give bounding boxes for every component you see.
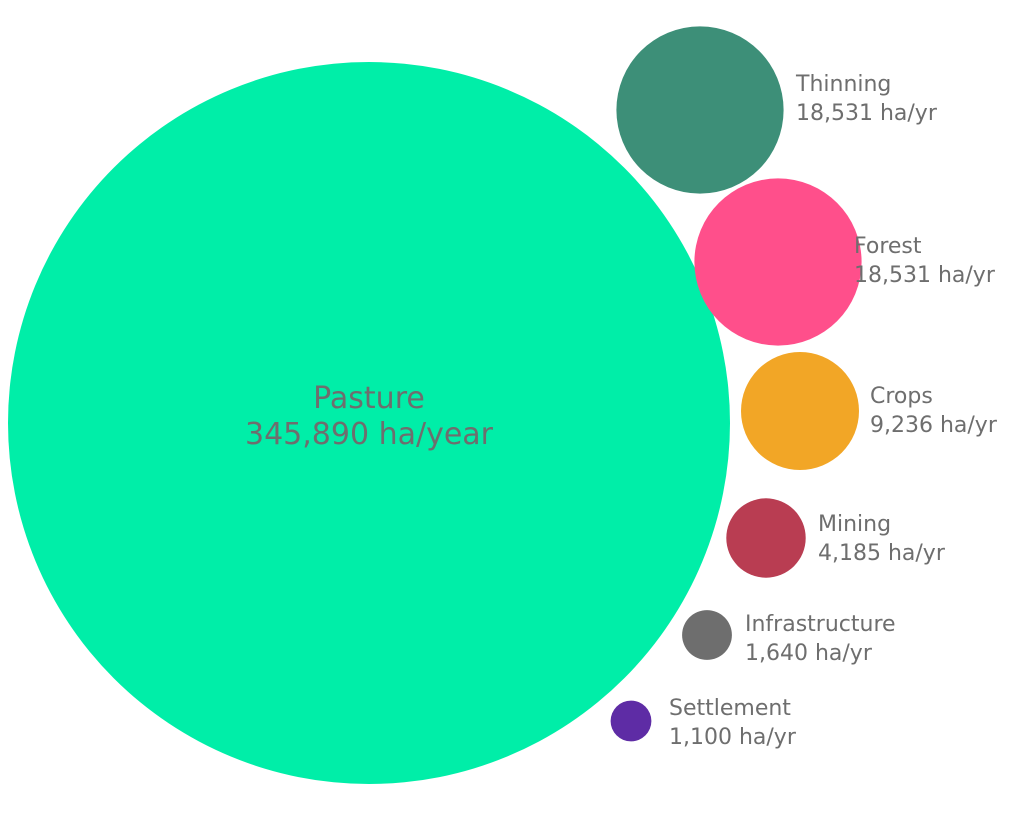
bubble-value-infrastructure: 1,640 ha/yr (745, 641, 873, 666)
bubble-circle-pasture (8, 62, 730, 784)
bubble-name-forest: Forest (854, 234, 922, 259)
bubble-value-pasture: 345,890 ha/year (245, 417, 494, 452)
bubble-value-crops: 9,236 ha/yr (870, 413, 998, 438)
bubble-value-forest: 18,531 ha/yr (854, 263, 996, 288)
bubble-crops: Crops 9,236 ha/yr (741, 352, 998, 470)
bubble-circle-settlement (610, 700, 652, 742)
bubble-name-settlement: Settlement (669, 696, 791, 721)
bubble-name-infrastructure: Infrastructure (745, 612, 896, 637)
bubble-name-mining: Mining (818, 512, 891, 537)
bubble-circle-mining (726, 498, 806, 578)
bubble-circle-crops (741, 352, 859, 470)
bubble-value-mining: 4,185 ha/yr (818, 541, 946, 566)
bubble-name-crops: Crops (870, 384, 933, 409)
bubble-circle-infrastructure (682, 610, 732, 660)
bubble-mining: Mining 4,185 ha/yr (726, 498, 946, 578)
bubble-name-pasture: Pasture (313, 381, 425, 416)
bubble-name-thinning: Thinning (795, 72, 891, 97)
bubble-value-thinning: 18,531 ha/yr (796, 101, 938, 126)
bubble-value-settlement: 1,100 ha/yr (669, 725, 797, 750)
bubble-forest: Forest 18,531 ha/yr (694, 178, 996, 346)
bubble-settlement: Settlement 1,100 ha/yr (610, 696, 797, 750)
bubble-thinning: Thinning 18,531 ha/yr (616, 26, 938, 194)
bubble-infrastructure: Infrastructure 1,640 ha/yr (682, 610, 896, 666)
bubble-circle-forest (694, 178, 862, 346)
bubble-circle-thinning (616, 26, 784, 194)
